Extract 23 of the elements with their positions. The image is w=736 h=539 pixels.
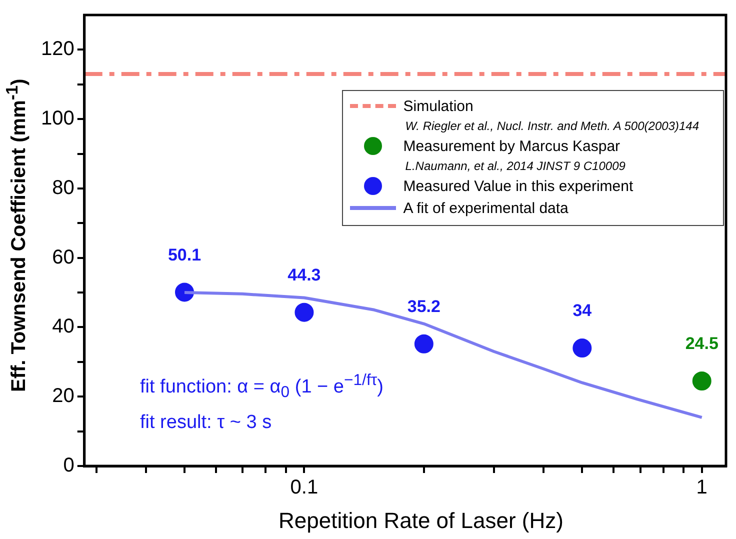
legend-label: Measured Value in this experiment <box>403 178 634 194</box>
annotation: L.Naumann, et al., 2014 JINST 9 C10009 <box>404 158 626 175</box>
data-label: 34 <box>572 301 592 320</box>
legend-label: Measurement by Marcus Kaspar <box>403 138 620 154</box>
data-label: 44.3 <box>288 266 321 284</box>
x-axis-title: Repetition Rate of Laser (Hz) <box>278 508 564 534</box>
data-label: 35.2 <box>407 297 440 316</box>
y-tick-label: 80 <box>52 176 74 199</box>
x-tick-label: 1 <box>696 476 708 499</box>
y-tick-label: 60 <box>52 246 74 268</box>
y-tick-label: 100 <box>40 108 74 130</box>
x-tick-label: 0.1 <box>290 476 318 499</box>
data-label: 50.1 <box>168 245 202 264</box>
y-tick-label: 0 <box>63 454 74 477</box>
annotation: W. Riegler et al., Nucl. Instr. and Meth. A 500(2003)144 <box>404 118 699 135</box>
data-label: 24.5 <box>685 334 718 354</box>
legend-label: A fit of experimental data <box>403 200 568 216</box>
y-tick-label: 120 <box>40 38 74 60</box>
y-tick-label: 40 <box>52 316 74 338</box>
annotation: fit result: τ ~ 3 s <box>140 412 272 434</box>
annotation: fit function: α = α$_{0}$ (1 − e$^{−1/fτ}$) <box>140 372 384 402</box>
y-tick-label: 20 <box>52 385 74 408</box>
legend-label: Simulation <box>403 98 474 114</box>
